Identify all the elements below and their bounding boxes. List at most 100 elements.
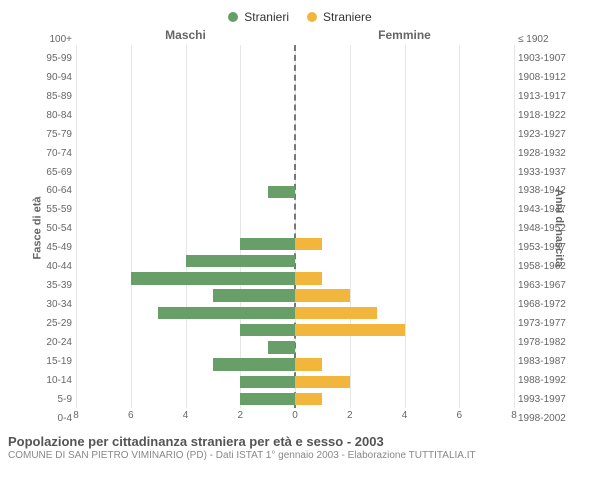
bar-row (76, 62, 514, 79)
birth-year-label: 1988-1992 (518, 375, 574, 386)
bar-female (295, 238, 322, 250)
birth-year-label: 1963-1967 (518, 280, 574, 291)
bar-male (240, 376, 295, 388)
bar-row (76, 201, 514, 218)
bar-male (268, 341, 295, 353)
x-axis: 864202468 (76, 408, 514, 428)
x-tick-label: 0 (292, 410, 298, 421)
y-axis-left-title: Fasce di età (31, 197, 43, 260)
bar-row (76, 339, 514, 356)
age-label: 65-69 (26, 167, 72, 178)
bar-row (76, 270, 514, 287)
legend-dot-female (307, 12, 317, 22)
bar-row (76, 114, 514, 131)
x-tick-label: 6 (456, 410, 462, 421)
bar-row (76, 97, 514, 114)
age-label: 75-79 (26, 129, 72, 140)
legend-item-male: Stranieri (228, 10, 289, 24)
bar-female (295, 393, 322, 405)
birth-year-label: 1978-1982 (518, 337, 574, 348)
age-label: 30-34 (26, 299, 72, 310)
x-tick-label: 8 (73, 410, 79, 421)
age-label: 100+ (26, 34, 72, 45)
chart-title: Popolazione per cittadinanza straniera p… (8, 434, 592, 449)
bar-row (76, 356, 514, 373)
panel-title-male: Maschi (76, 28, 295, 42)
bar-male (240, 238, 295, 250)
x-tick-label: 8 (511, 410, 517, 421)
birth-year-label: 1998-2002 (518, 413, 574, 424)
age-label: 85-89 (26, 91, 72, 102)
bar-row (76, 304, 514, 321)
legend-dot-male (228, 12, 238, 22)
birth-year-label: 1923-1927 (518, 129, 574, 140)
age-label: 95-99 (26, 53, 72, 64)
bar-male (186, 255, 296, 267)
bar-rows (76, 45, 514, 408)
bar-male (240, 324, 295, 336)
bar-row (76, 149, 514, 166)
bar-female (295, 289, 350, 301)
bar-male (213, 358, 295, 370)
panel-title-female: Femmine (295, 28, 514, 42)
age-label: 15-19 (26, 356, 72, 367)
x-tick-label: 2 (237, 410, 243, 421)
age-label: 10-14 (26, 375, 72, 386)
bar-row (76, 45, 514, 62)
bar-female (295, 358, 322, 370)
bar-row (76, 373, 514, 390)
legend-item-female: Straniere (307, 10, 372, 24)
bar-row (76, 252, 514, 269)
birth-year-label: 1993-1997 (518, 394, 574, 405)
bar-female (295, 307, 377, 319)
birth-year-label: 1943-1947 (518, 204, 574, 215)
birth-year-label: 1983-1987 (518, 356, 574, 367)
bar-male (213, 289, 295, 301)
bar-row (76, 235, 514, 252)
bar-row (76, 131, 514, 148)
chart-subtitle: COMUNE DI SAN PIETRO VIMINARIO (PD) - Da… (8, 450, 592, 461)
x-tick-label: 4 (183, 410, 189, 421)
bar-male (240, 393, 295, 405)
birth-year-label: ≤ 1902 (518, 34, 574, 45)
bar-female (295, 272, 322, 284)
age-label: 35-39 (26, 280, 72, 291)
birth-year-label: 1938-1942 (518, 185, 574, 196)
age-label: 60-64 (26, 185, 72, 196)
age-label: 20-24 (26, 337, 72, 348)
bar-row (76, 80, 514, 97)
age-label: 25-29 (26, 318, 72, 329)
age-label: 5-9 (26, 394, 72, 405)
x-tick-label: 4 (402, 410, 408, 421)
birth-year-label: 1933-1937 (518, 167, 574, 178)
legend-label-female: Straniere (323, 10, 372, 24)
age-label: 40-44 (26, 261, 72, 272)
population-pyramid-chart: Stranieri Straniere Fasce di età Anni di… (0, 0, 600, 500)
birth-year-label: 1953-1957 (518, 242, 574, 253)
bar-male (268, 186, 295, 198)
bar-female (295, 376, 350, 388)
bar-male (131, 272, 295, 284)
bars-area: 864202468 (76, 44, 514, 428)
bar-row (76, 322, 514, 339)
y-axis-right-title: Anni di nascita (553, 189, 565, 267)
bar-female (295, 324, 405, 336)
birth-year-label: 1973-1977 (518, 318, 574, 329)
birth-year-label: 1918-1922 (518, 110, 574, 121)
bar-row (76, 166, 514, 183)
x-tick-label: 6 (128, 410, 134, 421)
birth-year-label: 1908-1912 (518, 72, 574, 83)
bar-row (76, 183, 514, 200)
legend: Stranieri Straniere (8, 10, 592, 24)
bar-male (158, 307, 295, 319)
bar-row (76, 218, 514, 235)
birth-year-label: 1958-1962 (518, 261, 574, 272)
legend-label-male: Stranieri (244, 10, 289, 24)
birth-year-label: 1913-1917 (518, 91, 574, 102)
bar-row (76, 287, 514, 304)
birth-year-label: 1903-1907 (518, 53, 574, 64)
chart-footer: Popolazione per cittadinanza straniera p… (8, 434, 592, 461)
birth-year-label: 1968-1972 (518, 299, 574, 310)
age-label: 80-84 (26, 110, 72, 121)
age-label: 70-74 (26, 148, 72, 159)
